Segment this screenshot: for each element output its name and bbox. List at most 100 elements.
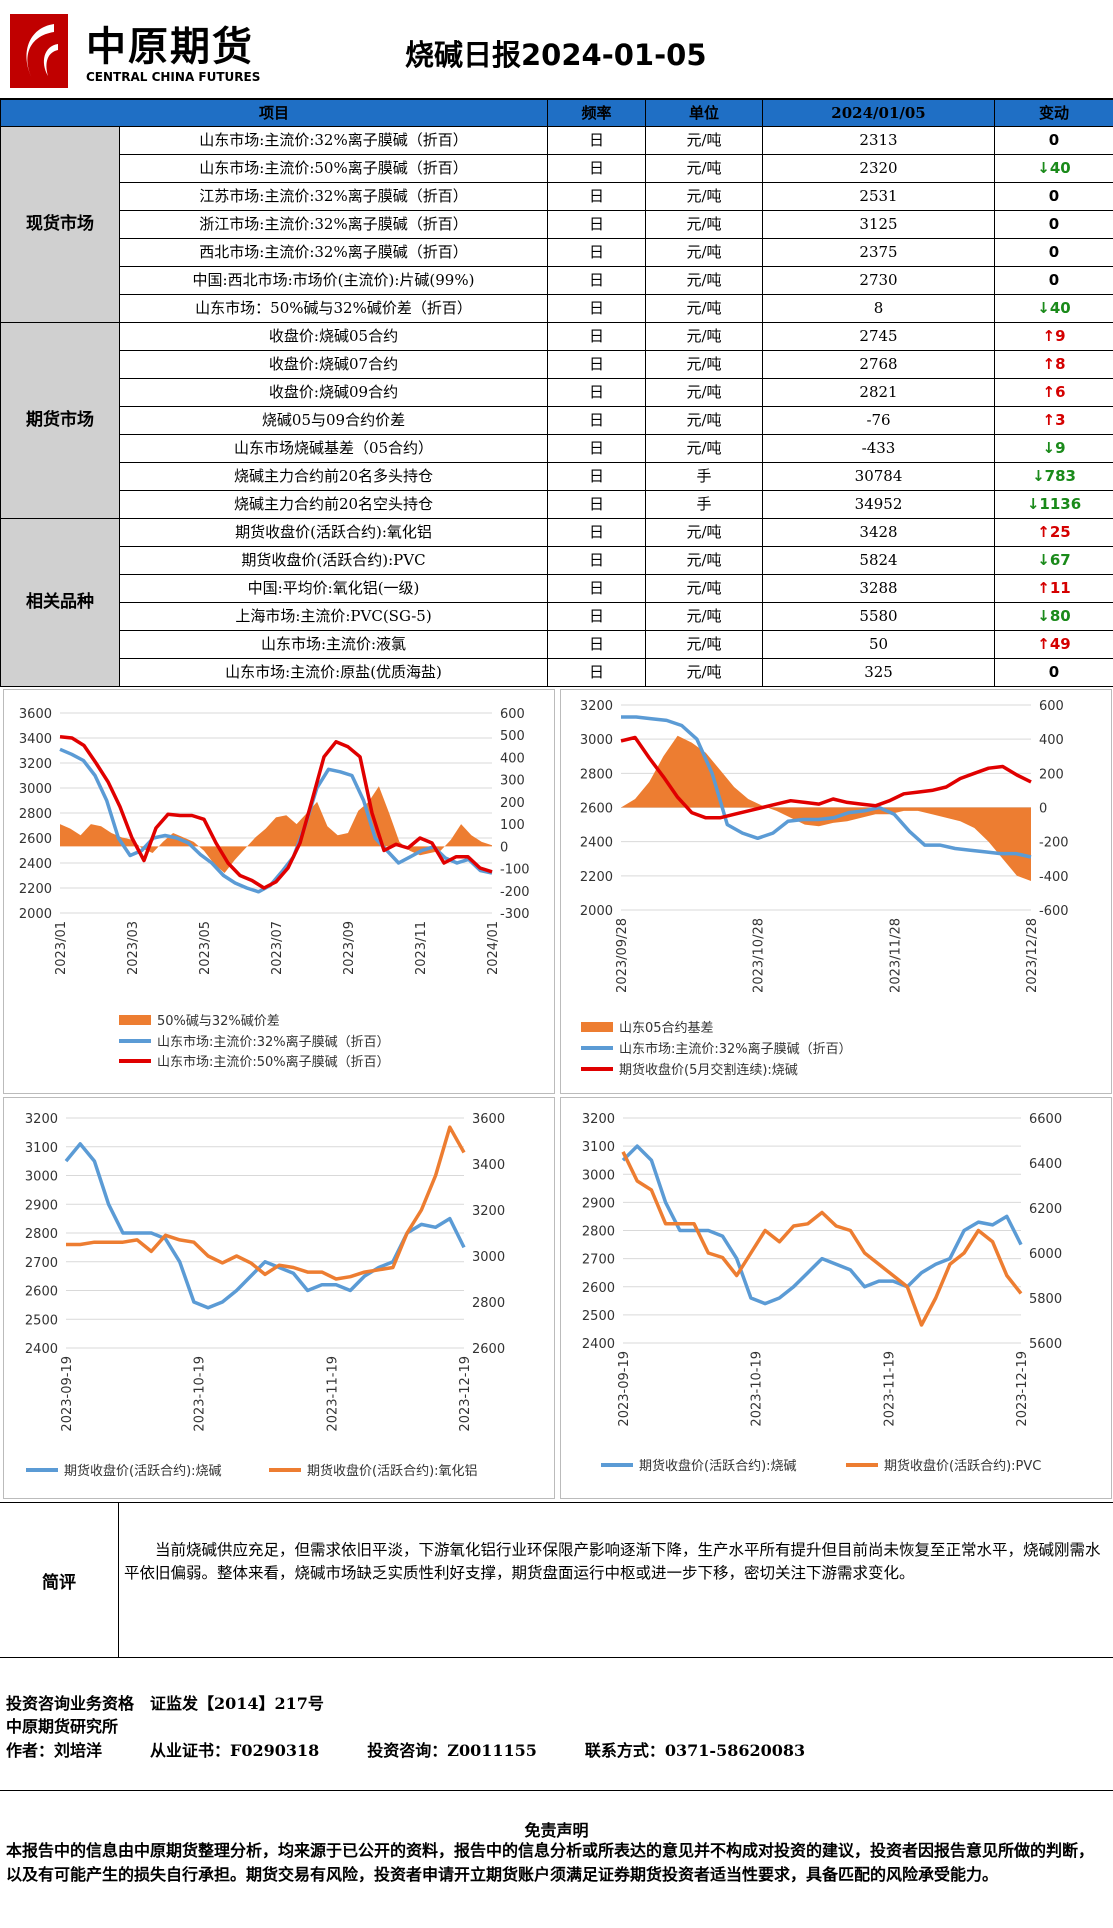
group-label: 期货市场	[1, 323, 120, 519]
freq-cell: 日	[548, 407, 646, 435]
y-left-tick-label: 2200	[19, 882, 52, 897]
x-tick-label: 2023/11/28	[888, 918, 903, 993]
y-right-tick-label: 600	[500, 707, 525, 722]
line-series-s2	[66, 1127, 464, 1279]
y-left-tick-label: 3200	[19, 757, 52, 772]
legend-swatch	[581, 1022, 613, 1032]
area-series-spread	[60, 786, 492, 873]
x-tick-label: 2023-10-19	[750, 1351, 765, 1427]
header-cell-item: 项目	[1, 100, 548, 127]
unit-cell: 元/吨	[646, 127, 763, 155]
item-cell: 收盘价:烧碱09合约	[120, 379, 548, 407]
item-cell: 烧碱主力合约前20名空头持仓	[120, 491, 548, 519]
comment-section: 简评 当前烧碱供应充足，但需求依旧平淡，下游氧化铝行业环保限产影响逐渐下降，生产…	[0, 1502, 1113, 1658]
y-right-tick-label: 300	[500, 774, 525, 789]
y-right-tick-label: 5800	[1029, 1292, 1062, 1307]
freq-cell: 日	[548, 631, 646, 659]
y-right-tick-label: -300	[500, 907, 530, 922]
change-cell: ↓783	[995, 463, 1113, 491]
item-cell: 收盘价:烧碱05合约	[120, 323, 548, 351]
item-cell: 江苏市场:主流价:32%离子膜碱（折百）	[120, 183, 548, 211]
chart-pvc-svg: 2400250026002700280029003000310032005600…	[561, 1098, 1111, 1498]
change-cell: 0	[995, 211, 1113, 239]
unit-cell: 元/吨	[646, 659, 763, 687]
change-cell: ↓9	[995, 435, 1113, 463]
unit-cell: 元/吨	[646, 575, 763, 603]
item-cell: 中国:西北市场:市场价(主流价):片碱(99%)	[120, 267, 548, 295]
unit-cell: 元/吨	[646, 631, 763, 659]
author-line: 作者：刘培洋 从业证书：F0290318 投资咨询：Z0011155 联系方式：…	[6, 1737, 805, 1761]
header-cell-1: 频率	[548, 100, 646, 127]
value-cell: 3288	[763, 575, 995, 603]
legend-label: 山东05合约基差	[619, 1021, 714, 1036]
y-left-tick-label: 2800	[580, 767, 613, 782]
freq-cell: 日	[548, 183, 646, 211]
y-left-tick-label: 3400	[19, 732, 52, 747]
item-cell: 收盘价:烧碱07合约	[120, 351, 548, 379]
header-cell-4: 变动	[995, 100, 1113, 127]
x-tick-label: 2023/01	[54, 921, 69, 975]
value-cell: 34952	[763, 491, 995, 519]
table-row: 烧碱05与09合约价差日元/吨-76↑3	[1, 407, 1113, 435]
y-right-tick-label: 200	[1039, 767, 1064, 782]
y-left-tick-label: 2600	[25, 1285, 58, 1300]
x-tick-label: 2023-09-19	[60, 1356, 75, 1432]
y-right-tick-label: -600	[1039, 904, 1069, 919]
logo-chinese-name: 中原期货	[86, 14, 254, 72]
value-cell: 325	[763, 659, 995, 687]
legend-label: 山东市场:主流价:50%离子膜碱（折百）	[157, 1054, 390, 1070]
y-left-tick-label: 2400	[25, 1342, 58, 1357]
freq-cell: 日	[548, 211, 646, 239]
item-cell: 浙江市场:主流价:32%离子膜碱（折百）	[120, 211, 548, 239]
x-tick-label: 2023/03	[126, 921, 141, 975]
y-left-tick-label: 3100	[25, 1141, 58, 1156]
table-row: 山东市场烧碱基差（05合约）日元/吨-433↓9	[1, 435, 1113, 463]
unit-cell: 元/吨	[646, 547, 763, 575]
item-cell: 山东市场:主流价:液氯	[120, 631, 548, 659]
y-right-tick-label: -200	[500, 885, 530, 900]
chart-spread-svg: 200022002400260028003000320034003600-300…	[4, 690, 554, 1093]
item-cell: 西北市场:主流价:32%离子膜碱（折百）	[120, 239, 548, 267]
institute-line: 中原期货研究所	[6, 1713, 118, 1737]
y-left-tick-label: 2200	[580, 870, 613, 885]
change-cell: ↑25	[995, 519, 1113, 547]
legend-label: 50%碱与32%碱价差	[157, 1014, 280, 1029]
y-left-tick-label: 3200	[582, 1112, 615, 1127]
freq-cell: 日	[548, 463, 646, 491]
y-left-tick-label: 2500	[582, 1309, 615, 1324]
y-left-tick-label: 2600	[580, 802, 613, 817]
chart-alumina-svg: 2400250026002700280029003000310032002600…	[4, 1098, 554, 1498]
x-tick-label: 2023/09	[342, 921, 357, 975]
y-left-tick-label: 3000	[582, 1168, 615, 1183]
y-left-tick-label: 2800	[19, 807, 52, 822]
change-cell: ↑9	[995, 323, 1113, 351]
y-right-tick-label: 3200	[472, 1204, 505, 1219]
item-cell: 山东市场:主流价:32%离子膜碱（折百）	[120, 127, 548, 155]
report-header: 中原期货 CENTRAL CHINA FUTURES 烧碱日报2024-01-0…	[0, 0, 1113, 100]
chart-basis-svg: 2000220024002600280030003200-600-400-200…	[561, 690, 1111, 1093]
legend-label: 期货收盘价(活跃合约):氧化铝	[307, 1463, 478, 1479]
disclaimer-section: 免责声明 本报告中的信息由中原期货整理分析，均来源于已公开的资料，报告中的信息分…	[0, 1790, 1113, 1928]
value-cell: 2531	[763, 183, 995, 211]
freq-cell: 日	[548, 127, 646, 155]
y-left-tick-label: 2900	[25, 1198, 58, 1213]
unit-cell: 元/吨	[646, 267, 763, 295]
change-cell: ↓40	[995, 295, 1113, 323]
value-cell: 8	[763, 295, 995, 323]
unit-cell: 元/吨	[646, 407, 763, 435]
y-right-tick-label: 0	[1039, 802, 1047, 817]
y-left-tick-label: 2600	[582, 1281, 615, 1296]
unit-cell: 手	[646, 463, 763, 491]
item-cell: 山东市场:主流价:原盐(优质海盐)	[120, 659, 548, 687]
y-left-tick-label: 2800	[582, 1225, 615, 1240]
